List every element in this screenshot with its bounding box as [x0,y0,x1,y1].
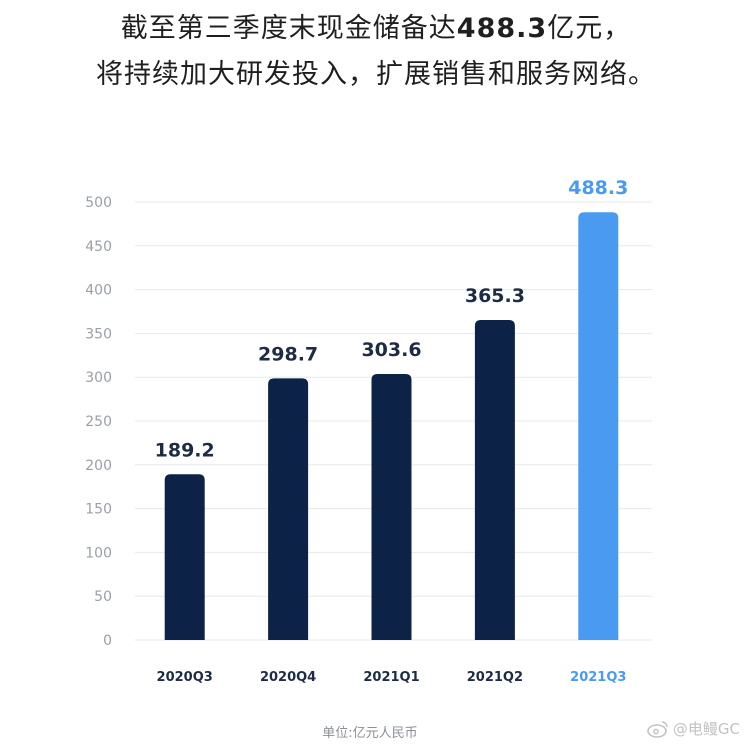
weibo-icon [647,720,668,738]
title-line-1: 截至第三季度末现金储备达488.3亿元， [0,6,752,52]
y-tick-label: 50 [94,589,112,605]
title-highlight-value: 488.3 [456,13,548,44]
data-label: 303.6 [361,339,421,361]
y-tick-label: 350 [85,326,112,342]
bar-2021Q2 [474,319,515,640]
data-label: 365.3 [465,285,525,307]
y-tick-label: 150 [85,502,112,518]
x-tick-label: 2020Q4 [260,670,316,685]
x-tick-label: 2021Q2 [467,670,523,685]
bar-2021Q1 [371,374,412,640]
data-label: 189.2 [155,439,215,461]
title-line-2: 将持续加大研发投入，扩展销售和服务网络。 [96,59,656,90]
unit-note: 单位:亿元人民币 [322,726,418,741]
x-tick-label: 2021Q1 [363,670,419,685]
y-tick-label: 300 [85,370,112,386]
chart-title: 截至第三季度末现金储备达488.3亿元， 将持续加大研发投入，扩展销售和服务网络… [0,6,752,98]
y-tick-label: 250 [85,414,112,430]
y-tick-label: 500 [85,195,112,211]
x-tick-label: 2020Q3 [157,670,213,685]
title-line-1-end: 亿元， [547,13,632,44]
x-tick-label: 2021Q3 [570,670,626,685]
y-tick-label: 200 [85,458,112,474]
y-tick-label: 0 [103,633,112,649]
data-label: 488.3 [568,177,628,199]
bar-2020Q3 [164,474,205,640]
watermark-text: @电鳗GC [672,720,740,738]
bar-chart: 0 50 100 150 200 250 300 350 400 450 500 189.2 2020Q… [85,177,652,685]
bar-2021Q3 [578,212,619,640]
title-line-1-start: 截至第三季度末现金储备达 [120,13,457,44]
y-tick-label: 450 [85,239,112,255]
y-tick-label: 100 [85,545,112,561]
data-label: 298.7 [258,343,318,365]
watermark: @电鳗GC [647,718,740,739]
bar-2020Q4 [268,378,309,640]
y-tick-label: 400 [85,283,112,299]
